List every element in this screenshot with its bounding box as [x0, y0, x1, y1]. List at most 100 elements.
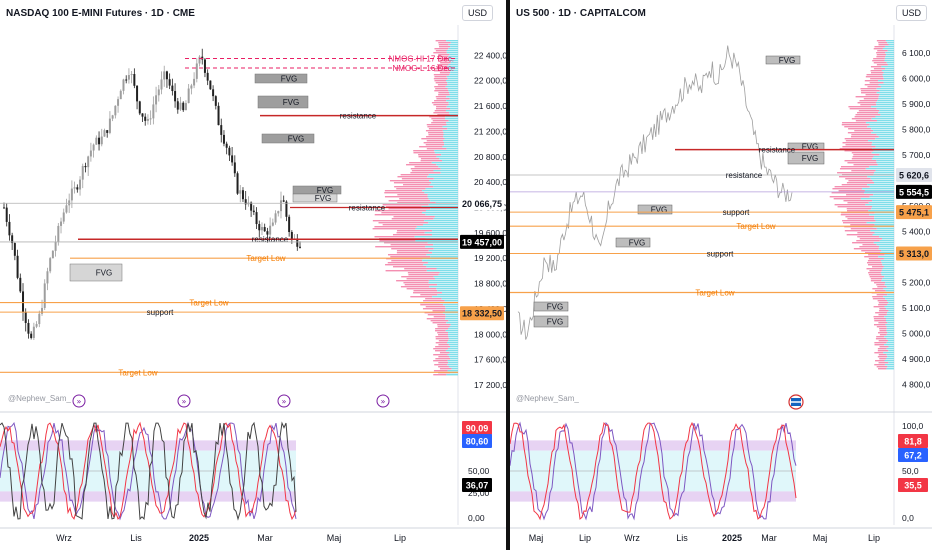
right-volume-profile-sell — [855, 96, 879, 98]
right-volume-profile-buy — [885, 52, 894, 54]
right-volume-profile-buy — [876, 160, 894, 162]
right-volume-profile-buy — [878, 136, 894, 138]
left-volume-profile-buy — [416, 226, 458, 228]
left-volume-profile-sell — [390, 244, 434, 246]
right-target-low-label-1: Target Low — [736, 222, 775, 231]
left-candle-body — [233, 162, 236, 174]
left-volume-profile-buy — [438, 274, 458, 276]
right-volume-profile-buy — [887, 304, 894, 306]
right-volume-profile-buy — [885, 298, 894, 300]
right-volume-profile-buy — [868, 210, 894, 212]
event-icon-glyph: » — [381, 397, 386, 406]
right-volume-profile-sell — [860, 90, 880, 92]
right-volume-profile-sell — [856, 240, 880, 242]
left-volume-profile-sell — [435, 108, 451, 110]
left-osc-ob-zone — [0, 440, 296, 451]
left-support-label: support — [147, 308, 174, 317]
right-volume-profile-buy — [878, 96, 894, 98]
right-volume-profile-sell — [842, 220, 876, 222]
left-osc-tick: 25,00 — [468, 488, 490, 498]
right-volume-profile-sell — [847, 132, 872, 134]
left-volume-profile-buy — [441, 154, 458, 156]
left-volume-profile-sell — [427, 126, 443, 128]
right-y-tick: 4 900,0 — [902, 354, 931, 364]
left-volume-profile-buy — [442, 312, 458, 314]
right-volume-profile-sell — [857, 102, 876, 104]
right-volume-profile-buy — [884, 306, 894, 308]
right-volume-profile-sell — [876, 366, 888, 368]
right-fvg-box — [787, 151, 825, 165]
left-volume-profile-sell — [431, 118, 446, 120]
right-badge-last: 5 554,5 — [899, 187, 929, 197]
left-volume-profile-buy — [445, 314, 458, 316]
left-volume-profile-sell — [433, 74, 450, 76]
right-volume-profile-sell — [861, 250, 882, 252]
right-volume-profile-sell — [853, 154, 880, 156]
right-volume-profile-sell — [848, 128, 872, 130]
right-volume-profile-buy — [865, 168, 894, 170]
right-volume-profile-buy — [871, 106, 894, 108]
left-volume-profile-sell — [438, 42, 451, 44]
right-volume-profile-buy — [885, 324, 894, 326]
right-volume-profile-sell — [879, 358, 886, 360]
right-volume-profile-buy — [874, 218, 894, 220]
right-volume-profile-buy — [873, 150, 894, 152]
left-volume-profile-sell — [423, 300, 445, 302]
right-volume-profile-buy — [886, 348, 894, 350]
right-y-tick: 5 000,0 — [902, 328, 931, 338]
left-volume-profile-buy — [423, 264, 458, 266]
sp500-chart-panel[interactable]: 6 100,06 000,05 900,05 800,05 700,05 500… — [510, 0, 932, 550]
left-volume-profile-sell — [382, 204, 429, 206]
left-volume-profile-sell — [401, 276, 434, 278]
right-volume-profile-buy — [862, 188, 894, 190]
left-volume-profile-sell — [439, 60, 449, 62]
left-candle-body — [255, 212, 258, 225]
left-volume-profile-sell — [393, 266, 427, 268]
left-volume-profile-buy — [445, 110, 458, 112]
left-volume-profile-sell — [374, 214, 426, 216]
left-volume-profile-buy — [447, 364, 458, 366]
left-volume-profile-sell — [418, 156, 437, 158]
left-volume-profile-sell — [397, 176, 428, 178]
left-volume-profile-sell — [434, 100, 447, 102]
left-fvg-label: FVG — [315, 194, 331, 203]
nasdaq-chart-panel[interactable]: 22 400,00 22 000,00 21 600,00 21 200,00 20 8… — [0, 0, 506, 550]
left-volume-profile-sell — [386, 206, 422, 208]
right-volume-profile-buy — [883, 296, 894, 298]
left-volume-profile-buy — [444, 300, 458, 302]
left-candle-body — [76, 187, 79, 190]
nasdaq-chart-title: NASDAQ 100 E-MINI Futures · 1D · CME — [6, 8, 195, 19]
left-volume-profile-sell — [422, 308, 446, 310]
left-volume-profile-sell — [399, 198, 429, 200]
right-volume-profile-sell — [841, 212, 875, 214]
left-candle-body — [206, 72, 209, 81]
left-volume-profile-sell — [435, 358, 451, 360]
left-volume-profile-sell — [432, 310, 446, 312]
right-volume-profile-buy — [884, 336, 894, 338]
right-volume-profile-sell — [878, 340, 888, 342]
right-volume-profile-buy — [885, 40, 894, 42]
right-volume-profile-buy — [886, 54, 894, 56]
right-volume-profile-buy — [879, 110, 894, 112]
left-volume-profile-buy — [445, 308, 458, 310]
right-fvg-label: FVG — [547, 318, 563, 327]
left-volume-profile-buy — [444, 138, 458, 140]
nasdaq-currency-button[interactable]: USD — [462, 5, 494, 21]
right-volume-profile-buy — [876, 162, 894, 164]
right-volume-profile-buy — [879, 246, 894, 248]
right-volume-profile-sell — [870, 280, 882, 282]
left-resistance-label-3: resistance — [252, 235, 289, 244]
panel-divider[interactable] — [506, 0, 510, 550]
right-volume-profile-sell — [879, 334, 887, 336]
left-volume-profile-sell — [433, 112, 450, 114]
left-x-label: Lip — [394, 533, 406, 543]
sp500-chart-svg[interactable]: 6 100,06 000,05 900,05 800,05 700,05 500… — [510, 0, 932, 550]
left-volume-profile-sell — [433, 348, 448, 350]
left-volume-profile-buy — [428, 204, 458, 206]
sp500-currency-button[interactable]: USD — [896, 5, 928, 21]
left-volume-profile-buy — [435, 202, 458, 204]
right-volume-profile-sell — [857, 232, 875, 234]
left-badge-orange-bg — [460, 306, 504, 321]
right-badge-last-bg — [896, 184, 932, 199]
nasdaq-chart-svg[interactable]: 22 400,00 22 000,00 21 600,00 21 200,00 20 8… — [0, 0, 506, 550]
